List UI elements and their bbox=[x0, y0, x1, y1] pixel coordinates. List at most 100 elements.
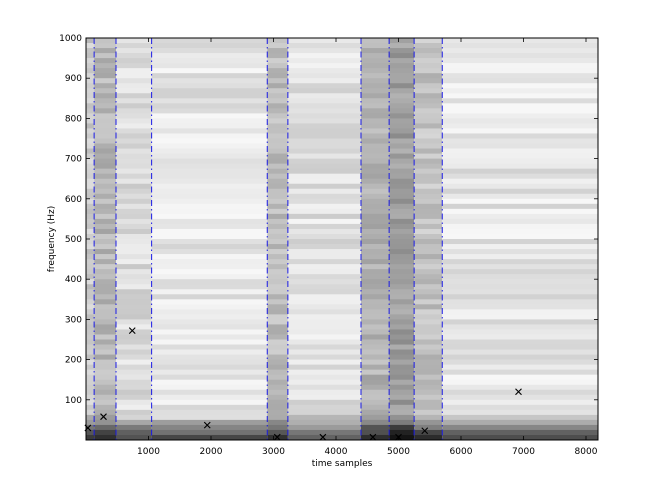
spectrogram-cell bbox=[389, 424, 415, 431]
spectrogram-cell bbox=[86, 419, 95, 426]
spectrogram-cell bbox=[442, 63, 598, 69]
spectrogram-cell bbox=[116, 269, 152, 275]
spectrogram-cell bbox=[116, 319, 152, 326]
spectrogram-cell bbox=[116, 254, 152, 260]
spectrogram-cell bbox=[116, 68, 152, 74]
spectrogram-cell bbox=[86, 193, 95, 200]
spectrogram-cell bbox=[151, 394, 268, 401]
spectrogram-cell bbox=[389, 299, 415, 305]
plot-area bbox=[86, 38, 598, 440]
spectrogram-cell bbox=[267, 299, 288, 305]
spectrogram-cell bbox=[94, 254, 116, 260]
spectrogram-cell bbox=[116, 424, 152, 431]
spectrogram-cell bbox=[414, 203, 443, 210]
spectrogram-cell bbox=[151, 113, 268, 119]
spectrogram-cell bbox=[287, 98, 361, 104]
spectrogram-cell bbox=[86, 399, 95, 406]
spectrogram-cell bbox=[86, 178, 95, 185]
spectrogram-cell bbox=[94, 349, 116, 356]
spectrogram-cell bbox=[442, 223, 598, 230]
spectrogram-cell bbox=[361, 274, 390, 280]
spectrogram-cell bbox=[116, 58, 152, 64]
spectrogram-cell bbox=[151, 138, 268, 145]
spectrogram-cell bbox=[442, 193, 598, 200]
spectrogram-cell bbox=[94, 399, 116, 406]
spectrogram-cell bbox=[361, 63, 390, 69]
spectrogram-cell bbox=[94, 208, 116, 215]
spectrogram-cell bbox=[116, 299, 152, 305]
spectrogram-cell bbox=[151, 78, 268, 84]
spectrogram-cell bbox=[94, 163, 116, 170]
spectrogram-cell bbox=[116, 384, 152, 391]
spectrogram-cell bbox=[442, 259, 598, 265]
spectrogram-cell bbox=[267, 334, 288, 341]
spectrogram-cell bbox=[151, 48, 268, 54]
spectrogram-cell bbox=[267, 63, 288, 69]
spectrogram-cell bbox=[361, 138, 390, 145]
spectrogram-cell bbox=[267, 83, 288, 89]
spectrogram-cell bbox=[116, 309, 152, 315]
spectrogram-cell bbox=[267, 374, 288, 381]
spectrogram-cell bbox=[116, 168, 152, 175]
y-tick-label: 900 bbox=[65, 74, 82, 84]
spectrogram-cell bbox=[267, 274, 288, 280]
spectrogram-cell bbox=[116, 173, 152, 180]
spectrogram-cell bbox=[116, 88, 152, 94]
spectrogram-cell bbox=[287, 203, 361, 210]
spectrogram-cell bbox=[389, 314, 415, 320]
spectrogram-cell bbox=[86, 394, 95, 401]
spectrogram-cell bbox=[442, 349, 598, 356]
spectrogram-cell bbox=[116, 409, 152, 416]
spectrogram-cell bbox=[151, 409, 268, 416]
spectrogram-cell bbox=[116, 183, 152, 190]
spectrogram-cell bbox=[151, 88, 268, 94]
spectrogram-cell bbox=[414, 374, 443, 381]
spectrogram-cell bbox=[86, 183, 95, 190]
spectrogram-cell bbox=[389, 269, 415, 275]
spectrogram-cell bbox=[267, 88, 288, 94]
spectrogram-cell bbox=[116, 128, 152, 135]
spectrogram-cell bbox=[94, 38, 116, 44]
spectrogram-cell bbox=[442, 274, 598, 280]
spectrogram-cell bbox=[116, 434, 152, 440]
spectrogram-cell bbox=[287, 108, 361, 114]
spectrogram-cell bbox=[442, 434, 598, 440]
spectrogram-cell bbox=[94, 269, 116, 275]
spectrogram-cell bbox=[86, 404, 95, 411]
spectrogram-cell bbox=[361, 218, 390, 225]
spectrogram-cell bbox=[442, 128, 598, 135]
spectrogram-cell bbox=[442, 168, 598, 175]
spectrogram-cell bbox=[94, 98, 116, 104]
spectrogram-cell bbox=[287, 284, 361, 290]
spectrogram-cell bbox=[86, 38, 95, 44]
spectrogram-cell bbox=[287, 158, 361, 165]
spectrogram-cell bbox=[94, 309, 116, 315]
spectrogram-cell bbox=[151, 123, 268, 130]
spectrogram-cell bbox=[151, 249, 268, 255]
spectrogram-cell bbox=[389, 429, 415, 436]
spectrogram-cell bbox=[267, 43, 288, 49]
spectrogram-cell bbox=[267, 379, 288, 386]
spectrogram-cell bbox=[86, 128, 95, 135]
spectrogram-cell bbox=[86, 98, 95, 104]
spectrogram-cell bbox=[151, 289, 268, 295]
spectrogram-cell bbox=[414, 143, 443, 150]
spectrogram-cell bbox=[86, 349, 95, 356]
spectrogram-cell bbox=[94, 369, 116, 376]
spectrogram-cell bbox=[94, 178, 116, 185]
spectrogram-cell bbox=[151, 198, 268, 205]
spectrogram-cell bbox=[151, 434, 268, 440]
spectrogram-cell bbox=[116, 123, 152, 130]
spectrogram-cell bbox=[267, 369, 288, 376]
spectrogram-cell bbox=[151, 399, 268, 406]
x-tick-label: 3000 bbox=[262, 447, 285, 457]
spectrogram-cell bbox=[389, 173, 415, 180]
spectrogram-cell bbox=[287, 218, 361, 225]
x-tick-label: 6000 bbox=[450, 447, 473, 457]
spectrogram-cell bbox=[414, 299, 443, 305]
spectrogram-cell bbox=[267, 324, 288, 331]
spectrogram-cell bbox=[414, 404, 443, 411]
spectrogram-cell bbox=[389, 369, 415, 376]
spectrogram-cell bbox=[389, 143, 415, 150]
spectrogram-cell bbox=[414, 43, 443, 49]
